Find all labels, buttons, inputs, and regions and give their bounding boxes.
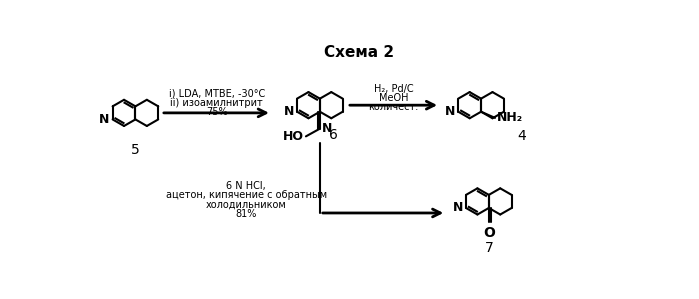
Text: холодильником: холодильником <box>206 199 287 210</box>
Text: 7: 7 <box>484 241 493 255</box>
Text: MeOH: MeOH <box>379 93 408 103</box>
Text: 75%: 75% <box>206 107 228 117</box>
Text: i) LDA, MTBE, -30°C: i) LDA, MTBE, -30°C <box>168 89 265 99</box>
Text: O: O <box>483 226 495 240</box>
Text: H₂, Pd/C: H₂, Pd/C <box>374 84 413 94</box>
Text: NH₂: NH₂ <box>496 112 523 124</box>
Text: N: N <box>322 122 332 135</box>
Text: количест.: количест. <box>368 103 419 112</box>
Text: 6: 6 <box>329 128 338 142</box>
Text: 81%: 81% <box>236 209 257 219</box>
Text: 5: 5 <box>131 143 140 157</box>
Text: N: N <box>452 202 463 214</box>
Text: N: N <box>445 105 455 118</box>
Text: ацетон, кипячение с обратным: ацетон, кипячение с обратным <box>166 190 327 200</box>
Text: ii) изоамилнитрит: ii) изоамилнитрит <box>171 98 264 108</box>
Text: Схема 2: Схема 2 <box>324 45 394 60</box>
Text: 4: 4 <box>517 129 526 143</box>
Text: N: N <box>99 113 110 126</box>
Text: 6 N HCl,: 6 N HCl, <box>226 181 266 191</box>
Text: HO: HO <box>283 130 304 143</box>
Text: N: N <box>284 105 294 118</box>
